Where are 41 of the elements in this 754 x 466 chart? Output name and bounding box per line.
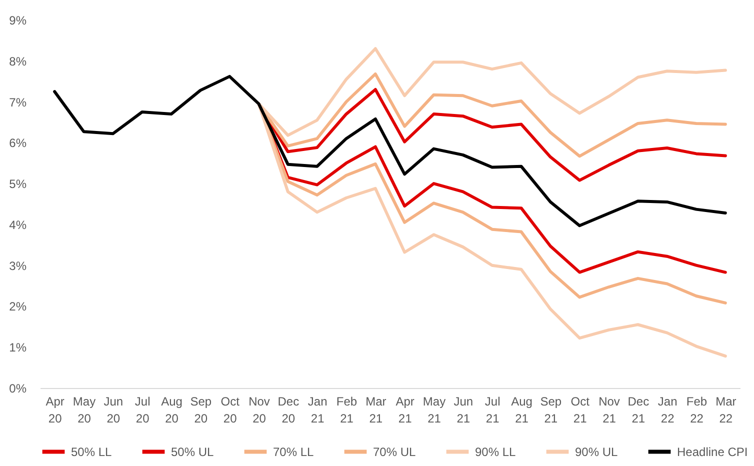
- y-tick-label: 6%: [9, 136, 27, 150]
- x-tick-label: Jul 20: [134, 394, 150, 426]
- x-tick-label: Nov 21: [598, 394, 620, 426]
- legend-label: 70% UL: [373, 444, 416, 459]
- x-tick-label: Jun 21: [454, 394, 474, 426]
- x-tick-label: Jul 21: [484, 394, 500, 426]
- y-tick-label: 5%: [9, 177, 27, 192]
- x-tick-label: Jun 20: [104, 394, 124, 426]
- y-tick-label: 1%: [9, 340, 27, 355]
- y-tick-label: 4%: [9, 218, 27, 232]
- x-tick-label: Jan 21: [308, 394, 328, 426]
- y-tick-label: 9%: [9, 14, 27, 28]
- x-tick-label: Aug 21: [511, 394, 532, 426]
- legend-label: 50% LL: [71, 444, 112, 459]
- legend-label: 50% UL: [171, 444, 214, 459]
- x-tick-label: Jan 22: [658, 394, 678, 426]
- x-tick-label: May 21: [422, 394, 446, 426]
- x-tick-label: Mar 22: [716, 394, 736, 426]
- y-tick-label: 0%: [9, 382, 27, 396]
- x-tick-label: Sep 21: [540, 394, 562, 426]
- y-tick-label: 7%: [9, 95, 27, 110]
- x-tick-label: Mar 21: [366, 394, 386, 426]
- y-tick-label: 3%: [9, 258, 27, 273]
- legend-label: 90% UL: [575, 444, 618, 459]
- x-tick-label: Nov 20: [248, 394, 270, 426]
- x-tick-label: Sep 20: [190, 394, 212, 426]
- x-tick-label: May 20: [72, 394, 96, 426]
- x-tick-label: Dec 21: [628, 394, 650, 426]
- y-tick-label: 8%: [9, 54, 27, 68]
- legend-label: Headline CPI: [677, 444, 748, 459]
- legend-label: 90% LL: [475, 444, 516, 459]
- x-tick-label: Oct 20: [220, 394, 240, 426]
- x-tick-label: Feb 22: [686, 394, 708, 426]
- x-tick-label: Oct 21: [570, 394, 590, 426]
- x-tick-label: Feb 21: [336, 394, 358, 426]
- x-tick-label: Apr 21: [396, 394, 414, 426]
- x-tick-label: Dec 20: [278, 394, 300, 426]
- x-tick-label: Aug 20: [161, 394, 182, 426]
- y-tick-label: 2%: [9, 300, 27, 314]
- legend-label: 70% LL: [273, 444, 314, 459]
- x-tick-label: Apr 20: [46, 394, 64, 426]
